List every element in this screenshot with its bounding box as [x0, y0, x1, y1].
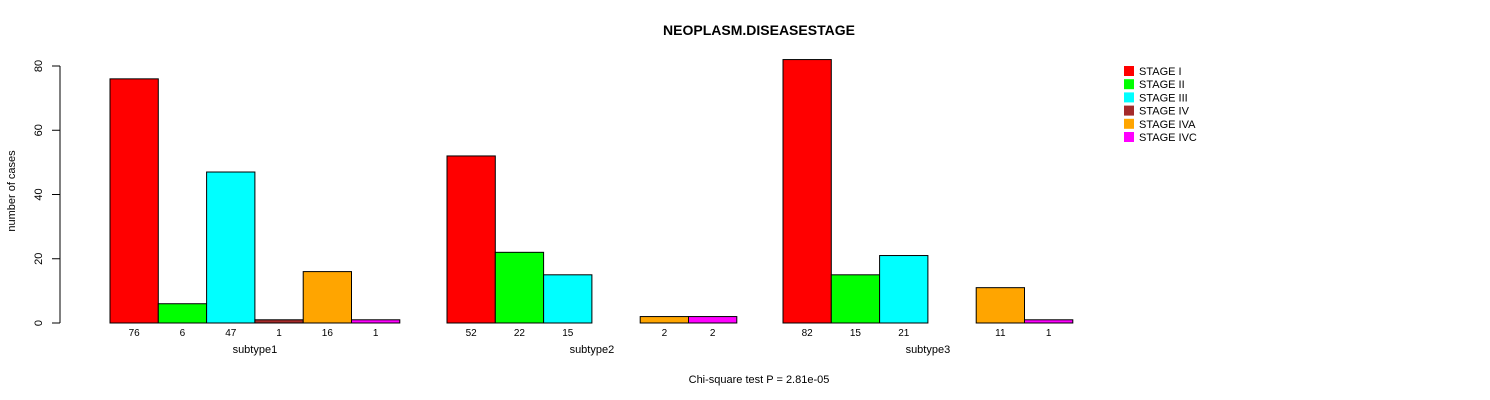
bar-value-label: 76 — [129, 328, 141, 339]
y-tick-label: 40 — [33, 188, 45, 200]
bar-subtype1-stage-ii — [157, 303, 208, 324]
bar-value-label: 16 — [322, 328, 334, 339]
bar-subtype1-stage-i — [109, 78, 159, 324]
chart-title: NEOPLASM.DISEASESTAGE — [663, 22, 855, 38]
legend-swatch — [1124, 92, 1134, 103]
legend-label: STAGE III — [1139, 92, 1188, 104]
bar-value-label: 1 — [276, 328, 282, 339]
y-tick-label: 20 — [33, 253, 45, 265]
bar-value-label: 11 — [995, 328, 1006, 339]
bar-value-label: 6 — [180, 328, 186, 339]
legend-swatch — [1124, 118, 1134, 129]
bar-value-label: 15 — [850, 328, 862, 339]
bar-subtype2-stage-ii — [494, 251, 545, 324]
bar-value-label: 52 — [466, 328, 478, 339]
y-tick-label: 60 — [33, 124, 45, 136]
bar-subtype3-stage-ii — [830, 274, 881, 324]
x-category-labels: subtype1 subtype2 subtype3 — [233, 344, 951, 356]
chi-square-footnote: Chi-square test P = 2.81e-05 — [689, 374, 830, 386]
legend-swatch — [1124, 66, 1134, 76]
bar-value-label: 2 — [662, 328, 668, 339]
bar-subtype1-stage-ivc — [351, 319, 401, 324]
bar-subtype3-stage-ivc — [1024, 319, 1074, 324]
bar-value-label: 1 — [373, 328, 379, 339]
y-tick-label: 80 — [33, 60, 45, 72]
y-axis: 0 20 40 60 80 — [33, 60, 61, 326]
category-label-subtype1: subtype1 — [233, 344, 278, 356]
bar-subtype3-stage-i — [782, 59, 832, 324]
legend-label: STAGE IVC — [1139, 132, 1197, 144]
bar-subtype3-stage-iii — [879, 255, 929, 324]
bar-subtype2-stage-i — [446, 155, 496, 324]
bar-subtype3-stage-iva — [975, 287, 1026, 324]
bar-value-label: 47 — [225, 328, 237, 339]
legend-label: STAGE IVA — [1139, 119, 1196, 131]
legend-swatch — [1124, 79, 1134, 90]
legend-label: STAGE II — [1139, 79, 1185, 91]
bar-subtype2-stage-ivc — [688, 316, 738, 324]
bars — [109, 59, 1074, 324]
y-axis-label: number of cases — [6, 150, 18, 232]
bar-subtype1-stage-iv — [254, 319, 304, 324]
bar-value-label: 21 — [898, 328, 910, 339]
bar-subtype1-stage-iva — [302, 271, 353, 324]
bar-subtype2-stage-iii — [543, 274, 593, 324]
legend-swatch — [1124, 105, 1134, 116]
bar-value-label: 22 — [514, 328, 526, 339]
bar-value-label: 2 — [710, 328, 716, 339]
legend-swatch — [1124, 132, 1134, 142]
data-labels: 76 6 47 1 16 1 52 22 15 2 2 82 15 21 11 1 — [129, 328, 1052, 339]
bar-subtype2-stage-iva — [639, 316, 690, 324]
y-tick-label: 0 — [33, 320, 45, 326]
category-label-subtype2: subtype2 — [570, 344, 615, 356]
category-label-subtype3: subtype3 — [906, 344, 951, 356]
bar-value-label: 15 — [562, 328, 574, 339]
bar-subtype1-stage-iii — [206, 171, 256, 324]
bar-value-label: 82 — [802, 328, 814, 339]
bar-value-label: 1 — [1046, 328, 1052, 339]
legend-label: STAGE IV — [1139, 106, 1190, 118]
legend-label: STAGE I — [1139, 66, 1182, 78]
